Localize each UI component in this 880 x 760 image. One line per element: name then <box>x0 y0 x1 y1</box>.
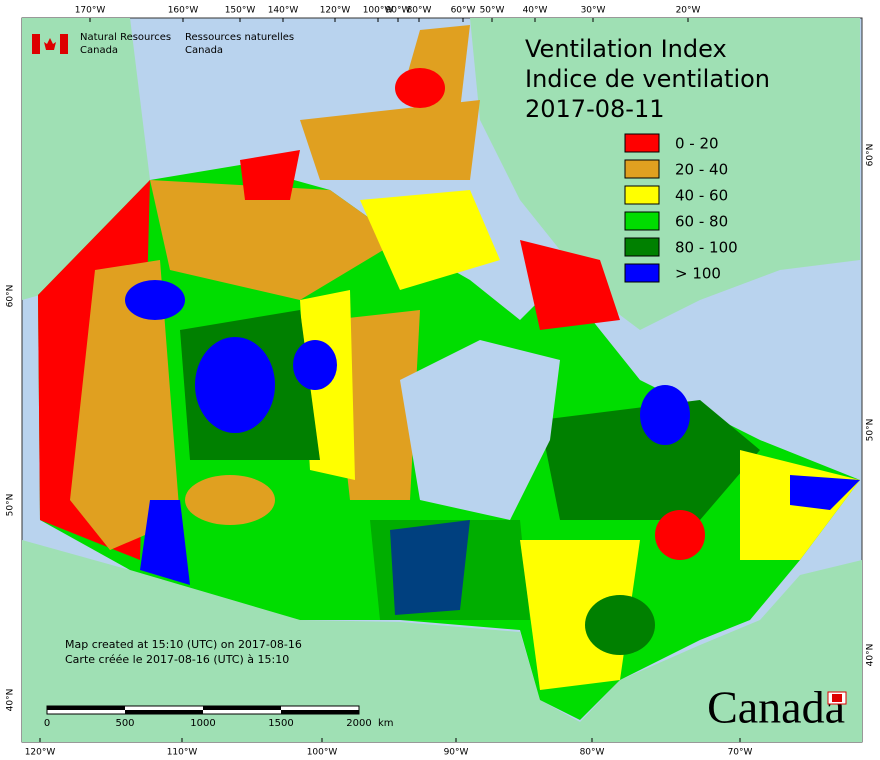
flag-leaf <box>44 38 56 50</box>
legend-swatch <box>624 263 660 283</box>
legend-label: > 100 <box>675 265 721 283</box>
lon-label: 70°W <box>728 748 753 758</box>
wordmark-flag <box>832 694 842 702</box>
scale-label: 0 <box>44 718 50 729</box>
legend-swatch <box>624 237 660 257</box>
lon-label: 110°W <box>167 748 198 758</box>
scale-seg <box>203 706 281 710</box>
credit: Carte créée le 2017-08-16 (UTC) à 15:10 <box>65 653 289 666</box>
scale-seg <box>125 710 203 714</box>
lon-label: 90°W <box>444 748 469 758</box>
credit: Map created at 15:10 (UTC) on 2017-08-16 <box>65 638 302 651</box>
lon-label: 90°W <box>386 6 411 16</box>
legend-swatch <box>624 185 660 205</box>
lon-label: 80°W <box>580 748 605 758</box>
zone <box>185 475 275 525</box>
legend-label: 0 - 20 <box>675 135 719 153</box>
lon-label: 120°W <box>320 6 351 16</box>
lat-label: 60°N <box>6 285 16 308</box>
scale-unit: km <box>378 718 394 729</box>
zone <box>540 400 760 520</box>
legend: 0 - 20 20 - 40 40 - 60 60 - 80 80 - 100 > 100 <box>624 133 738 283</box>
lon-label: 60°W <box>451 6 476 16</box>
lon-label: 140°W <box>268 6 299 16</box>
legend-label: 60 - 80 <box>675 213 728 231</box>
date: 2017-08-11 <box>525 95 664 123</box>
flag-bar <box>60 34 68 54</box>
lon-label: 30°W <box>581 6 606 16</box>
lon-label: 150°W <box>225 6 256 16</box>
wordmark: Canada <box>707 682 845 733</box>
zone <box>293 340 337 390</box>
lon-label: 40°W <box>523 6 548 16</box>
legend-swatch <box>624 159 660 179</box>
zone <box>195 337 275 433</box>
lon-label: 50°W <box>480 6 505 16</box>
alaska <box>22 18 150 300</box>
zone <box>370 520 530 620</box>
scale-bar <box>46 705 360 715</box>
lon-label: 120°W <box>25 748 56 758</box>
title-fr: Indice de ventilation <box>525 65 770 93</box>
legend-swatch <box>624 133 660 153</box>
island <box>360 190 500 290</box>
legend-label: 80 - 100 <box>675 239 738 257</box>
zone <box>140 500 190 585</box>
zone <box>125 280 185 320</box>
island <box>300 100 480 180</box>
agency-fr: Canada <box>185 45 223 56</box>
lon-label: 100°W <box>307 748 338 758</box>
scale-label: 2000 <box>346 718 371 729</box>
legend-label: 20 - 40 <box>675 161 728 179</box>
lon-label: 160°W <box>168 6 199 16</box>
agency-en: Canada <box>80 45 118 56</box>
zone <box>585 595 655 655</box>
zone <box>70 260 180 550</box>
zone <box>640 385 690 445</box>
lon-label: 100°W <box>363 6 394 16</box>
zone <box>655 510 705 560</box>
legend-label: 40 - 60 <box>675 187 728 205</box>
agency-en: Natural Resources <box>80 32 171 43</box>
scale-label: 1000 <box>190 718 215 729</box>
lon-label: 20°W <box>676 6 701 16</box>
flag-bar <box>32 34 40 54</box>
island <box>240 150 300 200</box>
lat-label: 50°N <box>6 494 16 517</box>
hudson-bay <box>400 340 560 520</box>
lon-label: 170°W <box>75 6 106 16</box>
zone <box>520 240 620 330</box>
zone <box>150 180 400 300</box>
scale-label: 500 <box>115 718 134 729</box>
scale-label: 1500 <box>268 718 293 729</box>
lat-label: 40°N <box>6 689 16 712</box>
lon-label: 80°W <box>407 6 432 16</box>
title: Ventilation Index <box>525 35 727 63</box>
scale-seg <box>281 710 359 714</box>
legend-swatch <box>624 211 660 231</box>
agency-fr: Ressources naturelles <box>185 32 294 43</box>
lat-label: 40°N <box>866 644 876 667</box>
zone <box>790 475 860 510</box>
lat-label: 60°N <box>866 144 876 167</box>
island <box>395 68 445 108</box>
scale-seg <box>47 706 125 710</box>
usa <box>22 540 862 742</box>
lat-label: 50°N <box>866 419 876 442</box>
